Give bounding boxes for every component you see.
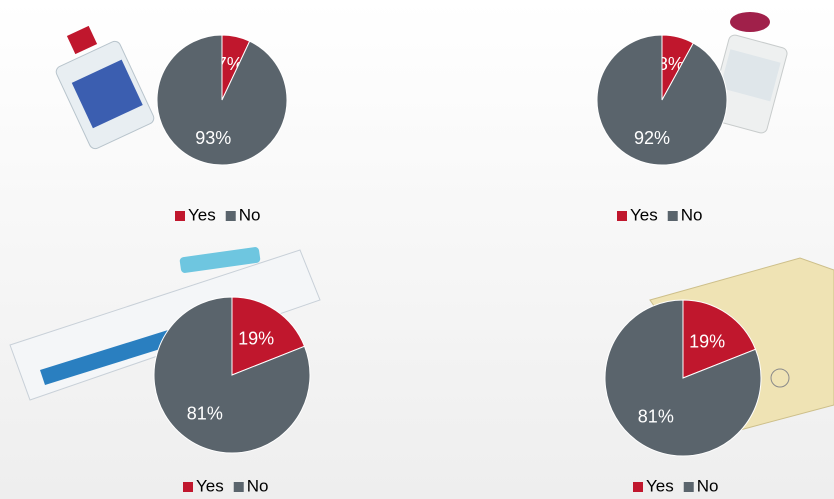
- data-label: 19%: [689, 331, 725, 351]
- legend-swatch: [233, 482, 244, 492]
- legend-label: No: [247, 476, 269, 495]
- legend-label: Yes: [630, 205, 658, 224]
- legend-swatch: [225, 211, 236, 221]
- data-label: 19%: [238, 328, 274, 348]
- legend-label: No: [697, 476, 719, 495]
- pie-slice: [231, 296, 306, 376]
- data-label: 81%: [187, 404, 223, 424]
- legend-label: No: [239, 205, 261, 224]
- legend-label: No: [681, 205, 703, 224]
- legend-label: Yes: [188, 205, 216, 224]
- legend-label: Yes: [646, 476, 674, 495]
- data-label: 8%: [658, 54, 684, 74]
- legend-swatch: [617, 211, 627, 221]
- legend-swatch: [175, 211, 185, 221]
- pie-slice: [153, 296, 311, 454]
- legend-swatch: [667, 211, 678, 221]
- legend-label: Yes: [196, 476, 224, 495]
- vial-image: [55, 25, 155, 150]
- data-label: 92%: [634, 128, 670, 148]
- legend-swatch: [633, 482, 643, 492]
- pie-slice: [604, 299, 762, 457]
- pie-slice: [682, 299, 757, 379]
- legend-swatch: [683, 482, 694, 492]
- pie-slice: [596, 34, 728, 166]
- data-label: 81%: [638, 407, 674, 427]
- legend-swatch: [183, 482, 193, 492]
- pie-slice: [156, 34, 288, 166]
- data-label: 93%: [195, 128, 231, 148]
